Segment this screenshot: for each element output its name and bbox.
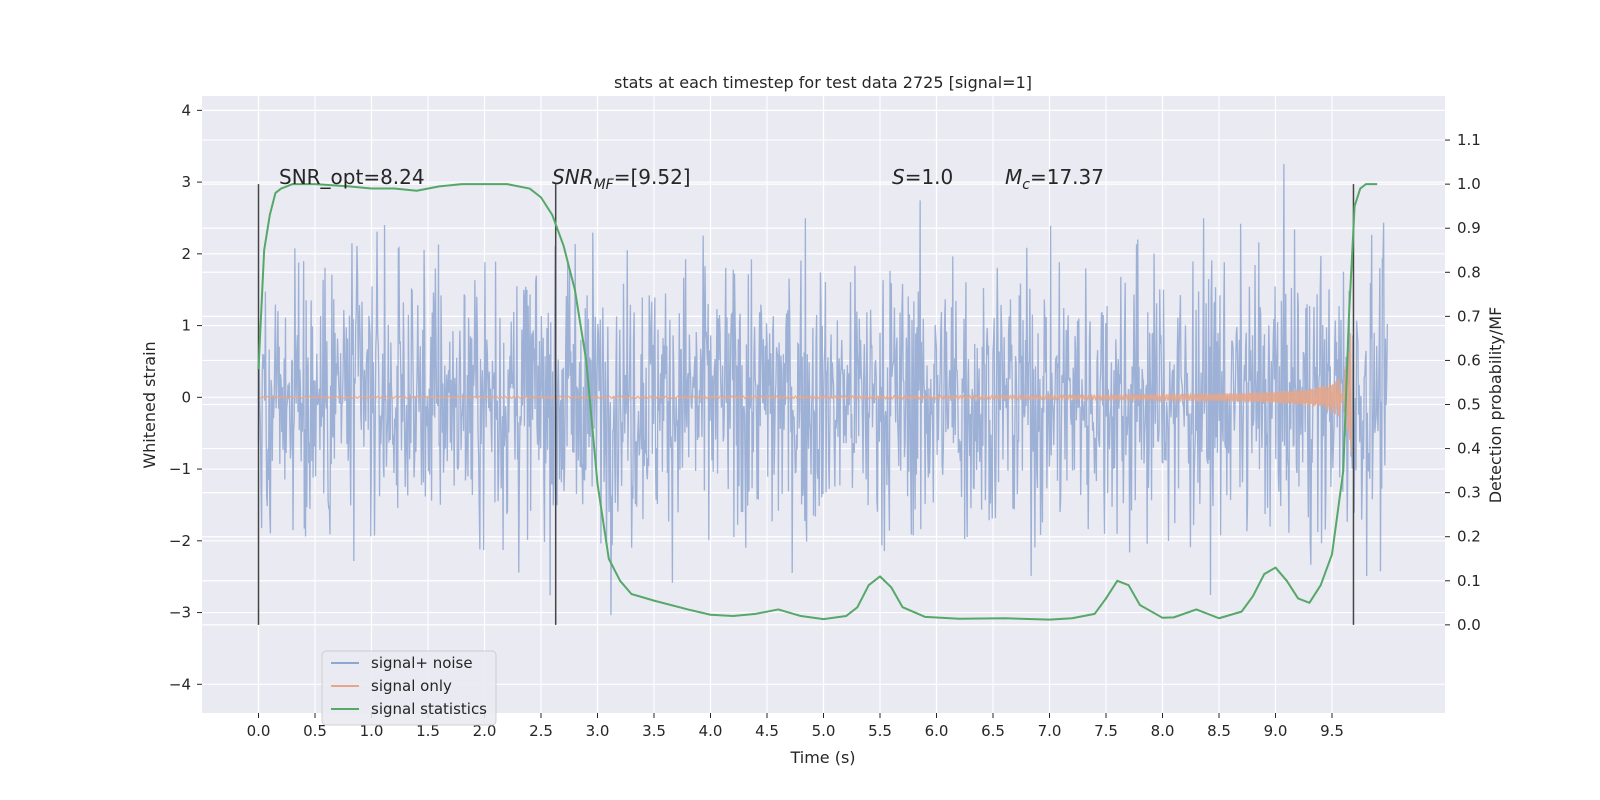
x-tick-label: 6.5 [981, 722, 1005, 740]
y-tick-label: 2 [181, 245, 191, 263]
x-tick-label: 4.5 [755, 722, 779, 740]
y-right-tick-label: 1.0 [1457, 175, 1481, 193]
x-tick-label: 5.5 [868, 722, 892, 740]
y-right-tick-label: 0.8 [1457, 263, 1481, 281]
annotation-s: S=1.0 [892, 165, 953, 189]
x-tick-label: 8.0 [1151, 722, 1175, 740]
snr-mf-value: =[9.52] [614, 165, 691, 189]
y-right-axis-label: Detection probability/MF [1486, 307, 1505, 504]
signal-only-line [258, 333, 1354, 453]
y-right-tick-label: 1.1 [1457, 131, 1481, 149]
x-tick-label: 7.5 [1094, 722, 1118, 740]
chart-title: stats at each timestep for test data 272… [614, 73, 1032, 92]
legend-box [321, 650, 497, 726]
x-tick-label: 1.0 [360, 722, 384, 740]
x-tick-label: 2.5 [529, 722, 553, 740]
x-tick-label: 3.5 [642, 722, 666, 740]
signal-statistics-line [257, 183, 1378, 621]
x-tick-label: 7.0 [1038, 722, 1062, 740]
x-tick-label: 9.5 [1320, 722, 1344, 740]
annotation-snr-opt: SNR_opt=8.24 [279, 165, 425, 189]
x-axis-label: Time (s) [789, 748, 855, 767]
y-tick-label: 1 [181, 317, 191, 335]
s-symbol: S [892, 165, 905, 189]
y-right-tick-label: 0.5 [1457, 396, 1481, 414]
y-tick-label: −2 [169, 532, 191, 550]
x-tick-label: 0.0 [247, 722, 271, 740]
signal-statistics-series [257, 183, 1378, 621]
legend-label-signal-only: signal only [371, 677, 452, 695]
y-tick-label: −1 [169, 460, 191, 478]
snr-mf-subscript: MF [594, 177, 615, 193]
y-right-tick-label: 0.6 [1457, 351, 1481, 369]
y-tick-label: 4 [181, 101, 191, 119]
mc-value: =17.37 [1030, 165, 1104, 189]
x-tick-label: 1.5 [416, 722, 440, 740]
mc-subscript: c [1022, 177, 1030, 193]
x-tick-label: 9.0 [1264, 722, 1288, 740]
legend: signal+ noise signal only signal statist… [321, 650, 497, 726]
annotation-snr-mf: SNRMF=[9.52] [552, 165, 691, 193]
x-tick-label: 0.5 [303, 722, 327, 740]
annotation-mc: Mc=17.37 [1005, 165, 1104, 193]
mc-symbol: M [1005, 165, 1022, 189]
y-tick-label: −4 [169, 675, 191, 693]
y-right-tick-label: 0.4 [1457, 440, 1481, 458]
y-tick-label: 0 [181, 388, 191, 406]
y-right-tick-label: 0.9 [1457, 219, 1481, 237]
y-right-tick-label: 0.7 [1457, 307, 1481, 325]
signal-only-series [258, 333, 1354, 453]
y-right-tick-label: 0.0 [1457, 616, 1481, 634]
y-tick-label: −3 [169, 604, 191, 622]
legend-label-signal-statistics: signal statistics [371, 700, 487, 718]
x-tick-label: 6.0 [925, 722, 949, 740]
x-tick-label: 5.0 [812, 722, 836, 740]
axis-ticks: 0.0 0.5 1.0 1.5 2.0 2.5 3.0 3.5 4.0 4.5 5.0 5.5 6.0 6… [169, 101, 1481, 740]
y-right-tick-label: 0.2 [1457, 528, 1481, 546]
s-value: =1.0 [905, 165, 954, 189]
x-tick-label: 3.0 [586, 722, 610, 740]
x-tick-label: 8.5 [1207, 722, 1231, 740]
snr-mf-symbol: SNR [552, 165, 594, 189]
y-right-tick-label: 0.1 [1457, 572, 1481, 590]
y-axis-label: Whitened strain [140, 341, 159, 468]
y-tick-label: 3 [181, 173, 191, 191]
x-tick-label: 2.0 [473, 722, 497, 740]
y-right-tick-label: 0.3 [1457, 484, 1481, 502]
x-tick-label: 4.0 [699, 722, 723, 740]
legend-label-signal-noise: signal+ noise [371, 654, 473, 672]
vertical-markers [257, 184, 1355, 625]
